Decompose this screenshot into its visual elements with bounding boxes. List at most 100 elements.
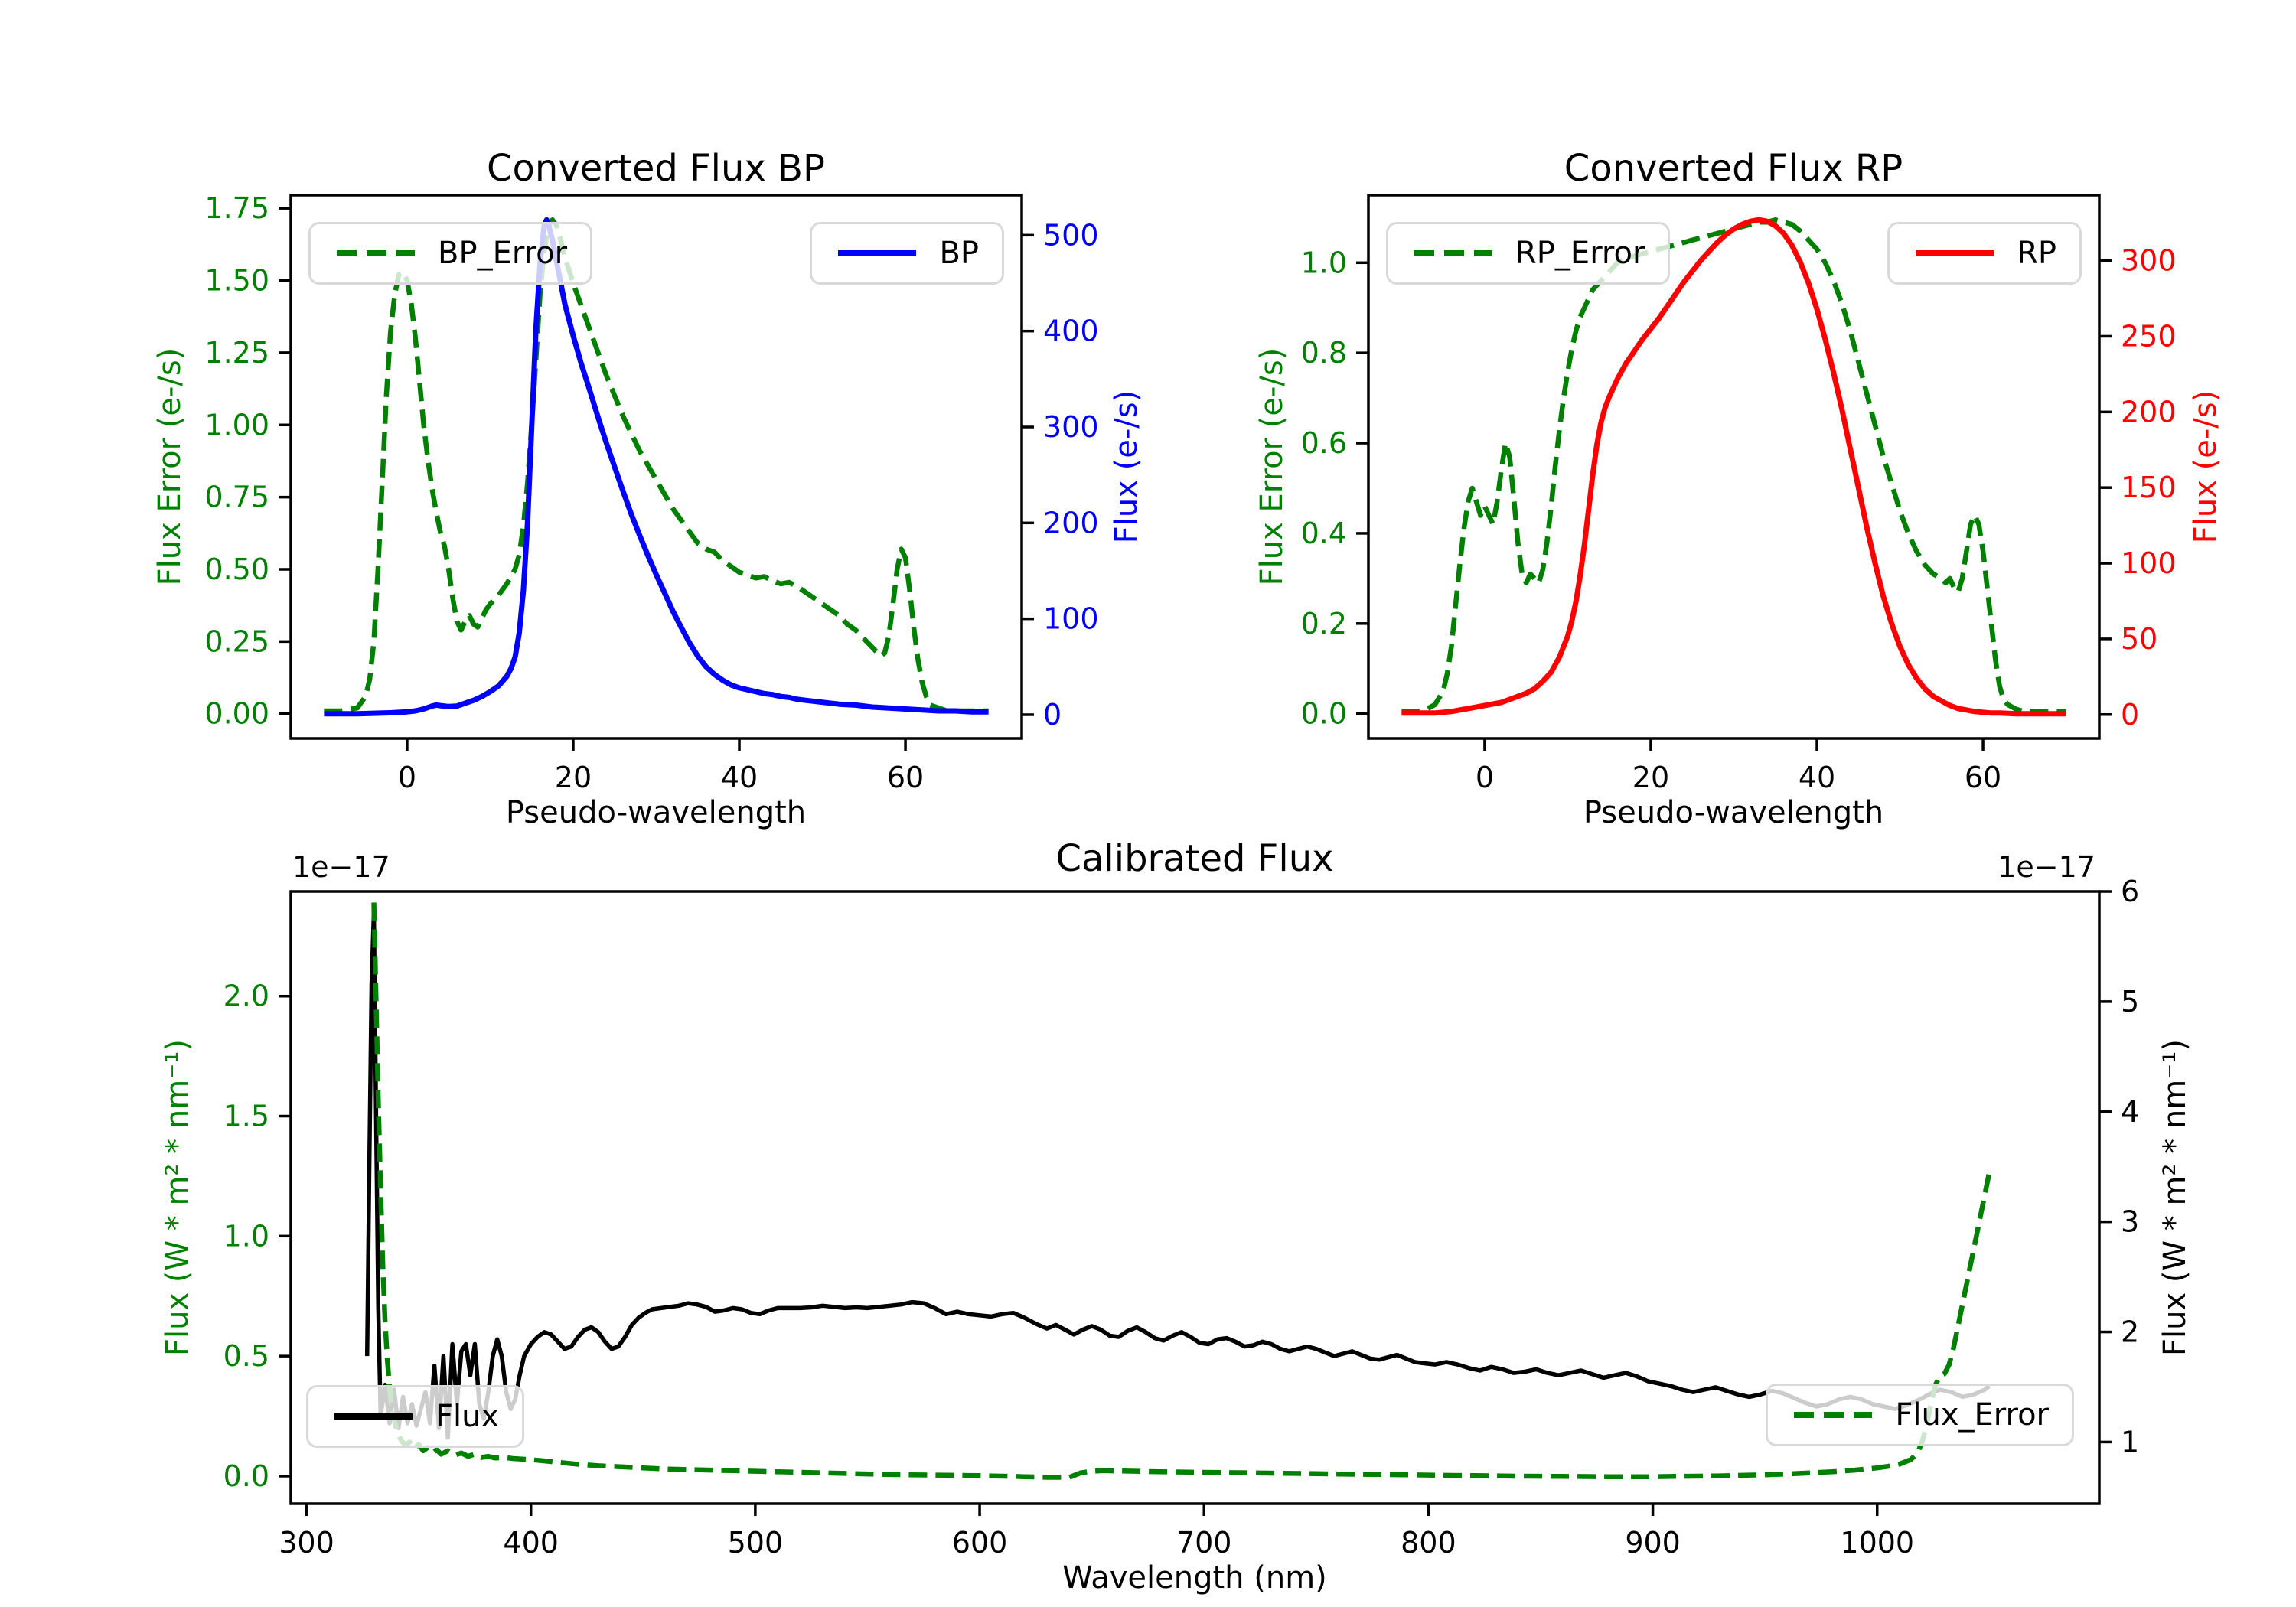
left-tick-label: 0.4: [1301, 517, 1347, 550]
right-tick-label: 2: [2121, 1315, 2139, 1349]
axes-spines-2: [289, 890, 2101, 1505]
title-converted-flux-bp: Converted Flux BP: [487, 147, 825, 190]
right-tick-label: 1: [2121, 1425, 2139, 1459]
left-tick-label: 0.75: [204, 481, 269, 514]
legend-label-bp-error: BP_Error: [438, 236, 568, 271]
left-tick-label: 0.2: [1301, 607, 1347, 641]
offset-text-left: 1e−17: [292, 850, 390, 884]
legend-flux: Flux: [306, 1385, 525, 1448]
rp-curve: [1401, 217, 2066, 717]
ylabel-rp-flux: Flux (e-/s): [2188, 390, 2223, 544]
left-tick-label: 1.0: [223, 1219, 269, 1253]
right-tick-label: 6: [2121, 875, 2139, 908]
offset-text-right: 1e−17: [1998, 850, 2095, 884]
x-tick-label: 500: [728, 1526, 784, 1560]
flux-error-legend-sample-line: [1794, 1412, 1873, 1418]
x-tick-label: 20: [1632, 761, 1669, 794]
x-tick-label: 60: [1965, 761, 2001, 794]
x-tick-label: 800: [1401, 1526, 1456, 1560]
bp-error-curve: [324, 217, 989, 714]
right-tick-label: 300: [2121, 244, 2177, 278]
left-tick-label: 1.50: [204, 264, 269, 298]
title-converted-flux-rp: Converted Flux RP: [1564, 147, 1903, 190]
x-tick-label: 40: [1799, 761, 1835, 794]
x-tick-label: 40: [721, 761, 758, 794]
right-tick-label: 3: [2121, 1205, 2139, 1239]
x-tick-label: 600: [952, 1526, 1008, 1560]
ylabel-calibrated-flux-right: Flux (W * m² * nm⁻¹): [2157, 1039, 2193, 1356]
x-tick-label: 700: [1176, 1526, 1232, 1560]
right-tick-label: 500: [1043, 218, 1099, 252]
ylabel-bp-flux-error: Flux Error (e-/s): [152, 347, 188, 586]
x-tick-label: 0: [398, 761, 416, 794]
flux-legend-sample-line: [334, 1413, 413, 1420]
right-tick-label: 150: [2121, 471, 2177, 504]
x-tick-label: 300: [279, 1526, 334, 1560]
right-tick-label: 250: [2121, 319, 2177, 353]
left-tick-label: 0.50: [204, 553, 269, 586]
left-tick-label: 1.5: [223, 1100, 269, 1133]
bp-error-legend-sample-line: [337, 250, 415, 256]
right-tick-label: 0: [1043, 698, 1062, 732]
bp-curve: [324, 217, 989, 717]
xlabel-wavelength-nm: Wavelength (nm): [1062, 1560, 1327, 1596]
x-tick-label: 1000: [1840, 1526, 1914, 1560]
right-tick-label: 100: [2121, 546, 2177, 580]
title-calibrated-flux: Calibrated Flux: [1055, 837, 1334, 880]
left-tick-label: 1.25: [204, 336, 269, 370]
left-tick-label: 0.5: [223, 1339, 269, 1373]
left-tick-label: 1.0: [1301, 246, 1347, 279]
x-tick-label: 60: [887, 761, 924, 794]
left-tick-label: 2.0: [223, 980, 269, 1013]
legend-label-flux-error: Flux_Error: [1895, 1397, 2049, 1433]
legend-label-bp: BP: [939, 236, 979, 271]
legend-bp-error: BP_Error: [308, 222, 593, 285]
axes-spines-1: [1367, 194, 2101, 740]
flux-error-curve: [371, 902, 1992, 1480]
xlabel-pseudo-wavelength-bp: Pseudo-wavelength: [505, 795, 807, 830]
ylabel-calibrated-flux-left: Flux (W * m² * nm⁻¹): [160, 1039, 195, 1356]
rp-legend-sample-line: [1916, 250, 1994, 256]
left-tick-label: 1.75: [204, 191, 269, 225]
x-tick-label: 400: [503, 1526, 559, 1560]
bp-legend-sample-line: [838, 250, 917, 256]
right-tick-label: 50: [2121, 622, 2157, 656]
x-tick-label: 900: [1625, 1526, 1681, 1560]
left-tick-label: 0.0: [223, 1459, 269, 1493]
legend-label-rp-error: RP_Error: [1515, 236, 1645, 271]
flux-curve: [364, 910, 1991, 1440]
plot-area-1: [1401, 217, 2066, 717]
plot-area-0: [324, 217, 989, 717]
left-tick-label: 0.6: [1301, 426, 1347, 460]
x-tick-label: 0: [1476, 761, 1494, 794]
legend-rp-error: RP_Error: [1386, 222, 1671, 285]
legend-bp: BP: [810, 222, 1004, 285]
right-tick-label: 200: [1043, 506, 1099, 539]
legend-flux-error: Flux_Error: [1766, 1384, 2074, 1446]
legend-rp: RP: [1887, 222, 2082, 285]
left-tick-label: 0.25: [204, 624, 269, 658]
plot-area-2: [364, 902, 1992, 1480]
axes-spines-0: [289, 194, 1023, 740]
right-tick-label: 400: [1043, 315, 1099, 348]
ylabel-bp-flux: Flux (e-/s): [1109, 390, 1144, 544]
xlabel-pseudo-wavelength-rp: Pseudo-wavelength: [1583, 795, 1884, 830]
right-tick-label: 0: [2121, 698, 2139, 732]
right-tick-label: 100: [1043, 602, 1099, 636]
rp-error-legend-sample-line: [1414, 250, 1492, 256]
left-tick-label: 1.00: [204, 408, 269, 442]
ylabel-rp-flux-error: Flux Error (e-/s): [1254, 347, 1290, 586]
right-tick-label: 200: [2121, 395, 2177, 429]
x-tick-label: 20: [555, 761, 592, 794]
right-tick-label: 5: [2121, 985, 2139, 1019]
rp-error-curve: [1401, 217, 2066, 715]
legend-label-rp: RP: [2017, 236, 2056, 271]
legend-label-flux: Flux: [435, 1399, 500, 1434]
left-tick-label: 0.0: [1301, 697, 1347, 731]
right-tick-label: 4: [2121, 1095, 2139, 1129]
left-tick-label: 0.8: [1301, 336, 1347, 370]
right-tick-label: 300: [1043, 410, 1099, 444]
left-tick-label: 0.00: [204, 697, 269, 731]
